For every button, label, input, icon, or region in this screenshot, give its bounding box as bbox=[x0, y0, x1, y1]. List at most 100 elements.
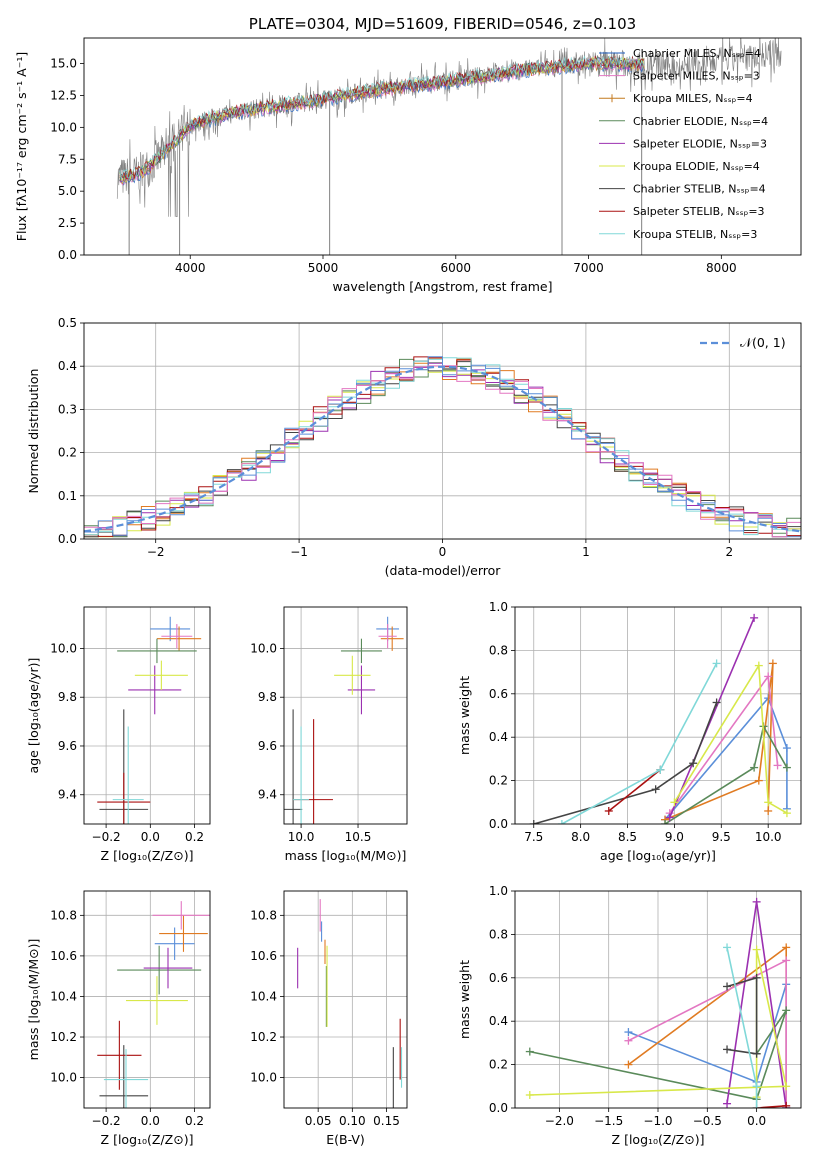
error-bar-point bbox=[378, 624, 397, 649]
error-bar-point bbox=[293, 726, 310, 824]
spectrum-frame bbox=[83, 37, 802, 256]
y-tick-label: 0.4 bbox=[489, 1014, 508, 1028]
x-tick-label: 5000 bbox=[308, 261, 339, 275]
x-tick-label: 0.15 bbox=[373, 1114, 400, 1128]
legend-entry: Chabrier MILES, Nₛₛₚ=4 bbox=[633, 47, 761, 60]
y-tick-label: 10.6 bbox=[50, 949, 77, 963]
normal-curve bbox=[84, 365, 801, 533]
error-bar-point bbox=[334, 655, 371, 695]
y-tick-label: 10.4 bbox=[250, 989, 277, 1003]
x-tick-label: 8.0 bbox=[571, 830, 590, 844]
legend-entry: 𝒩(0, 1) bbox=[740, 335, 786, 350]
y-axis-label: mass weight bbox=[457, 960, 472, 1039]
y-tick-label: 10.0 bbox=[250, 1071, 277, 1085]
y-tick-label: 0.5 bbox=[58, 316, 77, 330]
legend-entry: Salpeter ELODIE, Nₛₛₚ=3 bbox=[633, 137, 767, 150]
weight-line bbox=[664, 696, 788, 821]
x-tick-label: 9.5 bbox=[712, 830, 731, 844]
weight-line bbox=[726, 976, 758, 1055]
ebv-mass-plot bbox=[297, 899, 403, 1108]
weight-line bbox=[608, 769, 661, 812]
x-tick-label: 2 bbox=[725, 545, 733, 559]
weight-series bbox=[665, 613, 759, 822]
error-bar-point bbox=[97, 772, 151, 824]
weight-line bbox=[673, 663, 788, 814]
error-bar-point bbox=[156, 626, 202, 651]
error-bar-point bbox=[99, 1045, 149, 1108]
y-tick-label: 10.0 bbox=[250, 641, 277, 655]
x-axis-label: Z [log₁₀(Z/Z⊙)] bbox=[101, 848, 194, 863]
z-weight-frame bbox=[514, 890, 802, 1109]
weight-series bbox=[723, 973, 761, 1058]
y-tick-label: 5.0 bbox=[58, 184, 77, 198]
legend-entry: Kroupa ELODIE, Nₛₛₚ=4 bbox=[633, 160, 760, 173]
y-tick-label: 0.2 bbox=[58, 446, 77, 460]
x-axis-label: wavelength [Angstrom, rest frame] bbox=[332, 279, 552, 294]
x-tick-label: 4000 bbox=[175, 261, 206, 275]
legend-entry: Salpeter MILES, Nₛₛₚ=3 bbox=[633, 70, 760, 83]
model-spectrum-line bbox=[119, 55, 645, 180]
y-axis-label: age [log₁₀(age/yr)] bbox=[26, 658, 41, 774]
y-tick-label: 0.6 bbox=[489, 971, 508, 985]
ebv-mass-frame bbox=[283, 890, 408, 1109]
y-tick-label: 1.0 bbox=[489, 884, 508, 898]
error-bar-point bbox=[340, 638, 382, 664]
y-tick-label: 10.2 bbox=[250, 1030, 277, 1044]
x-tick-label: −0.2 bbox=[92, 1114, 121, 1128]
x-tick-label: 9.0 bbox=[665, 830, 684, 844]
error-bar-point bbox=[117, 638, 197, 664]
z-mass-frame bbox=[83, 890, 211, 1109]
age-weight-plot bbox=[529, 613, 791, 824]
x-tick-label: −1 bbox=[290, 545, 308, 559]
x-tick-label: 7.5 bbox=[524, 830, 543, 844]
error-bar-point bbox=[134, 660, 188, 690]
y-tick-label: 9.4 bbox=[58, 788, 77, 802]
y-tick-label: 0.0 bbox=[58, 248, 77, 262]
mass-age-frame bbox=[283, 606, 408, 825]
y-axis-label: Normed distribution bbox=[26, 369, 41, 494]
y-tick-label: 0.8 bbox=[489, 643, 508, 657]
y-tick-label: 2.5 bbox=[58, 216, 77, 230]
x-tick-label: 10.0 bbox=[755, 830, 782, 844]
x-tick-label: 6000 bbox=[441, 261, 472, 275]
y-tick-label: 10.0 bbox=[50, 120, 77, 134]
x-tick-label: 0.05 bbox=[305, 1114, 332, 1128]
y-tick-label: 0.6 bbox=[489, 687, 508, 701]
weight-line bbox=[668, 617, 755, 818]
x-tick-label: 8.5 bbox=[618, 830, 637, 844]
legend-entry: Kroupa STELIB, Nₛₛₚ=3 bbox=[633, 228, 757, 241]
z-age-frame bbox=[83, 606, 211, 825]
weight-series bbox=[752, 1101, 791, 1108]
weight-series bbox=[661, 722, 791, 824]
x-tick-label: −1.5 bbox=[594, 1114, 623, 1128]
error-bar-point bbox=[284, 709, 303, 824]
y-tick-label: 9.8 bbox=[58, 690, 77, 704]
y-tick-label: 0.1 bbox=[58, 489, 77, 503]
weight-line bbox=[561, 663, 718, 824]
y-tick-label: 0.0 bbox=[58, 532, 77, 546]
error-bar-point bbox=[143, 947, 193, 989]
legend-entry: Kroupa MILES, Nₛₛₚ=4 bbox=[633, 92, 753, 105]
y-tick-label: 9.4 bbox=[258, 788, 277, 802]
x-tick-label: 10.5 bbox=[345, 830, 372, 844]
x-tick-label: 1 bbox=[582, 545, 590, 559]
y-tick-label: 10.8 bbox=[50, 908, 77, 922]
y-tick-label: 10.2 bbox=[50, 1030, 77, 1044]
error-bar-point bbox=[150, 616, 191, 642]
error-bar-point bbox=[380, 626, 404, 651]
y-axis-label: mass [log₁₀(M/M⊙)] bbox=[26, 939, 41, 1061]
model-spectrum-line bbox=[119, 56, 645, 183]
ebv-mass-axes: 0.05 0.10 0.15 10.0 10.2 10.4 10.6 10.8 E(B-V) bbox=[250, 891, 407, 1147]
y-tick-label: 0.3 bbox=[58, 402, 77, 416]
error-bar-point bbox=[154, 927, 195, 960]
residuals-plot bbox=[84, 356, 801, 538]
x-tick-label: −2 bbox=[147, 545, 165, 559]
x-tick-label: 0.0 bbox=[747, 1114, 766, 1128]
y-tick-label: 15.0 bbox=[50, 57, 77, 71]
spectrum-legend: Chabrier MILES, Nₛₛₚ=4 Salpeter MILES, Nₛ… bbox=[599, 47, 768, 241]
x-tick-label: 7000 bbox=[573, 261, 604, 275]
y-tick-label: 10.6 bbox=[250, 949, 277, 963]
x-tick-label: −0.2 bbox=[92, 830, 121, 844]
error-bar-point bbox=[103, 1049, 149, 1108]
